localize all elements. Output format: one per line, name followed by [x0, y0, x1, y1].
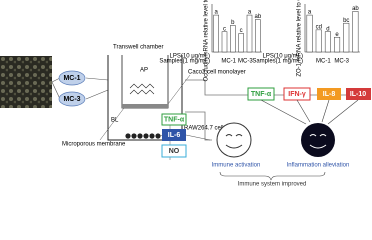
activation-label: Immune activation: [212, 163, 261, 169]
cells: [125, 133, 161, 139]
bar: [246, 14, 253, 53]
connector: [51, 81, 61, 100]
pointer: [99, 107, 125, 141]
group-label: MC-1: [221, 59, 236, 65]
value-label: e: [335, 32, 339, 38]
bar: [324, 31, 331, 53]
value-label: c: [223, 26, 226, 32]
marker-label: IL-6: [168, 132, 181, 139]
happy-face: [216, 122, 252, 158]
marker-box: [346, 88, 371, 100]
marker-label: TNF-α: [251, 91, 272, 98]
bar: [230, 25, 236, 53]
value-label: a: [248, 10, 252, 16]
sample-flow: [129, 83, 155, 95]
bar: [238, 33, 244, 53]
marker-label: IL-10: [350, 91, 366, 98]
membrane-label: Microporous membrane: [62, 142, 126, 148]
axis: [304, 4, 360, 53]
marker-label: IL-8: [323, 91, 336, 98]
row-label: LPS(10 μg/mL): [263, 54, 303, 60]
row-label: LPS(10 μg/mL): [170, 54, 210, 60]
connector: [51, 77, 61, 83]
value-label: d: [326, 26, 329, 32]
alleviation-label: Inflammation alleviation: [287, 163, 350, 169]
sample-label: MC-3: [63, 96, 80, 103]
value-label: a: [214, 10, 218, 16]
face-features: [309, 134, 327, 149]
face-features: [225, 134, 243, 149]
y-axis-title: Occludin mRNA relative level to GAPDH: [204, 0, 210, 82]
sample-ellipse: [58, 70, 86, 86]
conclusion: Immune system improved: [238, 182, 307, 188]
arrow: [185, 134, 211, 141]
arrow: [260, 99, 359, 125]
value-label: c: [240, 28, 243, 34]
value-label: a: [308, 10, 312, 16]
value-label: ab: [352, 6, 359, 12]
relieved-face: [301, 123, 335, 157]
row-label: Samples(1 mg/mL): [159, 59, 210, 65]
connector: [185, 111, 212, 141]
row-label: Samples(1 mg/mL): [252, 59, 303, 65]
sample-photo: [0, 56, 52, 108]
marker-box: [161, 144, 187, 158]
well: [107, 55, 183, 141]
marker-label: NO: [169, 148, 180, 155]
transwell-title: Transwell chamber: [113, 45, 163, 51]
sample-ellipse: [58, 91, 86, 107]
y-axis-title: ZO-1 mRNA relative level to GAPDH: [297, 0, 303, 77]
pointer: [167, 74, 191, 105]
bar: [221, 31, 228, 53]
value-label: cd: [316, 24, 322, 30]
marker-box: [317, 88, 341, 100]
bl-label: BL: [111, 118, 119, 124]
group-label: MC-3: [334, 59, 349, 65]
sample-label: MC-1: [63, 75, 80, 82]
bar: [255, 19, 261, 53]
bar: [306, 14, 313, 53]
arrow: [85, 77, 109, 100]
marker-label: IFN-γ: [288, 91, 306, 98]
ap-label: AP: [140, 68, 148, 74]
marker-label: TNF-α: [164, 116, 185, 123]
value-label: ab: [254, 14, 261, 20]
diagram: MC-1 MC-3 Transwell chamber AP BL Caco2 …: [0, 0, 371, 188]
monolayer-label: Caco2 cell monolayer: [188, 70, 246, 76]
marker-box: [161, 113, 187, 126]
bar: [334, 36, 341, 53]
group-label: MC-1: [316, 59, 331, 65]
bar: [315, 29, 322, 53]
marker-box: [162, 129, 186, 141]
bar: [213, 14, 219, 53]
bar: [352, 11, 359, 53]
brace: [219, 171, 326, 181]
value-label: bc: [343, 18, 349, 24]
bar: [343, 22, 350, 53]
axis: [211, 4, 262, 53]
group-label: MC-3: [238, 59, 253, 65]
monolayer: [122, 104, 168, 108]
value-label: b: [231, 20, 235, 26]
connector: [185, 79, 370, 96]
